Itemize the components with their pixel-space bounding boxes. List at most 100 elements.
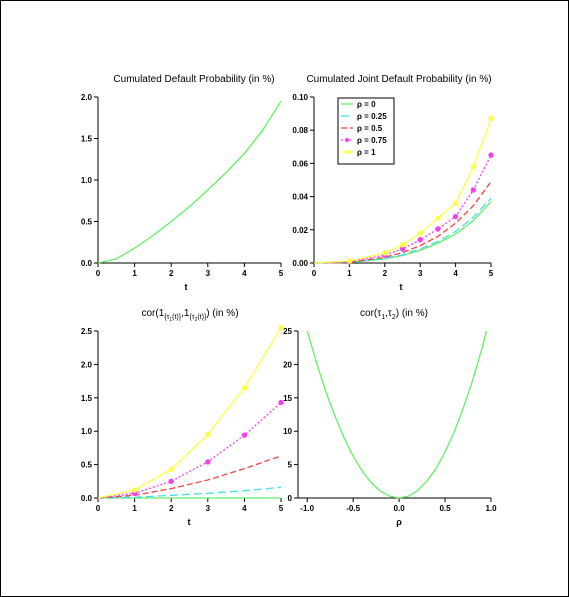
series-line	[306, 330, 488, 499]
y-tick-label: 2.0	[81, 360, 93, 369]
data-point	[470, 187, 476, 193]
data-point	[417, 237, 423, 243]
x-axis-label: t	[188, 517, 191, 527]
x-tick-label: 0	[312, 269, 317, 278]
x-tick-label: 5	[279, 269, 284, 278]
x-tick-label: 0.0	[394, 504, 406, 513]
x-tick-label: 1.0	[485, 504, 497, 513]
data-point	[382, 250, 388, 256]
y-tick-label: 0.5	[81, 218, 93, 227]
y-tick-label: 0.08	[292, 126, 308, 135]
data-point	[435, 215, 441, 221]
series-line	[313, 197, 492, 264]
data-point	[241, 385, 248, 391]
y-tick-label: 0.10	[292, 93, 308, 102]
series-line	[97, 100, 282, 264]
x-axis-label: ρ	[396, 517, 402, 527]
x-tick-label: 0	[96, 504, 101, 513]
x-tick-label: 3	[418, 269, 423, 278]
plot-area: 0.00 0.02 0.04 0.06 0.08 0.10 0 1 2 3 4 5 ρ = 0 ρ = 0…	[292, 93, 493, 278]
title-part: 1	[381, 314, 385, 321]
y-tick-label: 0.5	[81, 461, 93, 470]
data-point	[168, 466, 174, 472]
plot-area: 0.0 0.5 1.0 1.5 2.0 2.5 0 1 2 3 4 5	[81, 324, 284, 513]
title-part: ) (in %)	[396, 308, 428, 319]
y-tick-label: 10	[283, 427, 292, 436]
y-tick-label: 20	[283, 360, 292, 369]
y-tick-label: 0	[288, 494, 293, 503]
y-tick-label: 1.0	[81, 176, 93, 185]
y-tick-label: 0.04	[292, 193, 308, 202]
title-part: 2	[392, 314, 396, 321]
data-point	[417, 230, 423, 236]
y-tick-label: 0.00	[292, 259, 308, 268]
title-part: (t)}	[172, 314, 182, 321]
series-line	[97, 402, 282, 499]
y-tick-label: 0.0	[81, 494, 93, 503]
series-line	[313, 201, 492, 264]
legend-label: ρ = 1	[357, 148, 376, 157]
y-tick-label: 0.06	[292, 159, 308, 168]
series-line	[313, 181, 492, 264]
x-tick-label: 0.5	[439, 504, 451, 513]
panel-default-probability: Cumulated Default Probability (in %) 0.0…	[81, 74, 284, 292]
data-point	[205, 459, 211, 465]
x-tick-label: 2	[169, 269, 174, 278]
data-point	[488, 152, 494, 158]
data-point	[488, 115, 494, 122]
x-tick-label: 3	[206, 504, 211, 513]
legend-label: ρ = 0.25	[357, 112, 387, 121]
y-tick-label: 1.0	[81, 427, 93, 436]
data-point	[470, 164, 476, 170]
data-point	[241, 432, 248, 438]
x-tick-label: -0.5	[346, 504, 360, 513]
y-tick-label: 0.02	[292, 226, 308, 235]
title-part: {τ	[164, 314, 169, 321]
y-tick-label: 2.5	[81, 327, 93, 336]
data-point	[278, 399, 284, 406]
series-line	[313, 154, 492, 264]
y-tick-label: 15	[283, 394, 292, 403]
panel-joint-default-probability: Cumulated Joint Default Probability (in …	[292, 74, 493, 292]
y-tick-label: 1.5	[81, 394, 93, 403]
x-tick-label: 5	[489, 269, 494, 278]
data-point	[435, 226, 441, 232]
y-tick-label: 0.0	[81, 259, 93, 268]
title-part: ,τ	[385, 308, 392, 319]
legend-label: ρ = 0.5	[357, 124, 383, 133]
title-part: 1	[169, 317, 172, 323]
data-point	[399, 242, 406, 248]
legend-marker	[345, 138, 349, 142]
y-tick-label: 1.5	[81, 135, 93, 144]
panel-title: cor(τ1,τ2) (in %)	[360, 308, 428, 321]
series-line	[97, 327, 282, 499]
title-part: cor(τ	[360, 308, 381, 319]
data-point	[452, 213, 459, 220]
title-part: {τ	[189, 314, 194, 321]
title-part: (t)}	[197, 314, 207, 321]
series-line	[97, 486, 282, 499]
x-tick-label: 5	[279, 504, 284, 513]
x-tick-label: 4	[242, 269, 247, 278]
x-tick-label: 1	[347, 269, 352, 278]
y-tick-label: 2.0	[81, 93, 93, 102]
data-point	[205, 431, 211, 438]
title-part: ) (in %)	[206, 308, 238, 319]
y-tick-label: 25	[283, 327, 292, 336]
x-axis-label: t	[185, 282, 188, 292]
panel-default-time-correlation: cor(τ1,τ2) (in %) 0 5 10 15 20 25 -1.0 -0.5 0.0 0…	[283, 308, 497, 527]
x-tick-label: 4	[453, 269, 458, 278]
x-tick-label: 1	[132, 269, 137, 278]
panel-default-indicator-correlation: cor(1{τ1(t)},1{τ2(t)}) (in %) 0.0 0.5 1.0 1…	[81, 308, 284, 527]
x-tick-label: -1.0	[300, 504, 314, 513]
panel-title: cor(1{τ1(t)},1{τ2(t)}) (in %)	[141, 308, 238, 323]
title-part: 2	[195, 317, 198, 323]
y-tick-label: 5	[288, 461, 293, 470]
data-point	[131, 487, 138, 493]
series-line	[97, 455, 282, 499]
x-tick-label: 2	[383, 269, 388, 278]
data-point	[278, 324, 284, 331]
legend-marker	[345, 150, 349, 154]
x-axis-label: t	[400, 282, 403, 292]
